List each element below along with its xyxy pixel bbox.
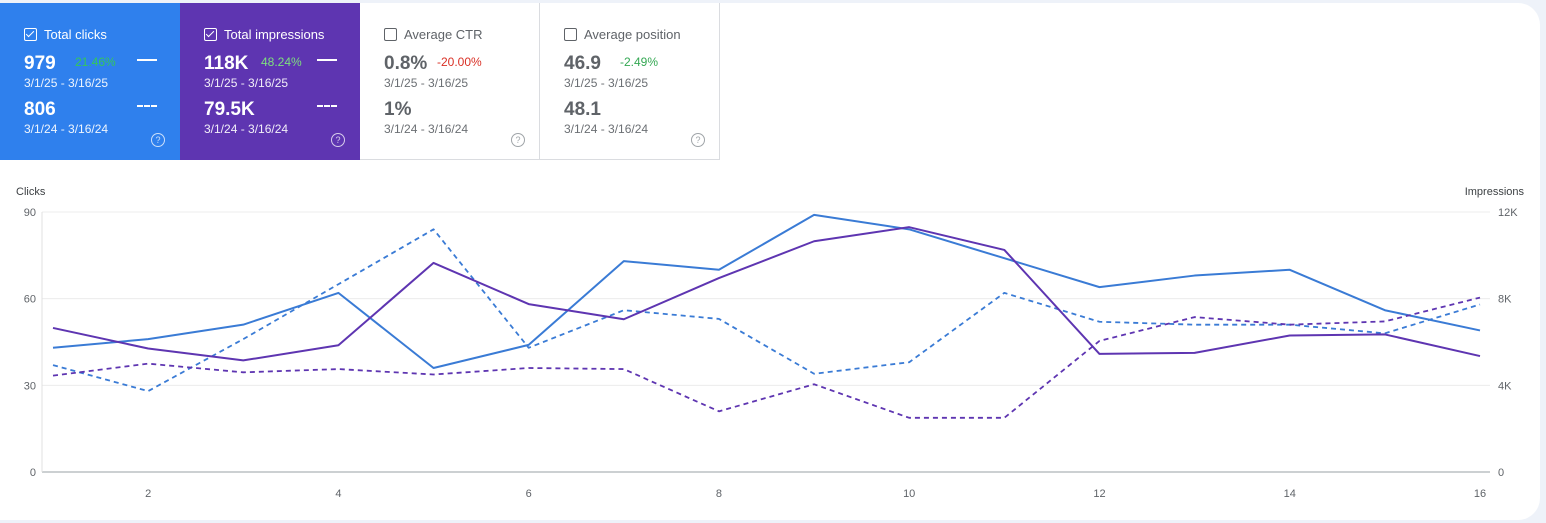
help-icon[interactable]: ? [691,133,705,147]
solid-line-legend-icon [137,59,157,61]
chart-grid [41,211,1490,473]
chart-series [52,213,1481,419]
y-left-tick-label: 90 [24,207,36,219]
x-tick-label: 10 [903,488,915,500]
card-average-ctr[interactable]: Average CTR 0.8% -20.00% 3/1/25 - 3/16/2… [360,3,540,160]
series-line-impressions-previous [52,296,1481,419]
series-line-clicks-previous [52,228,1481,393]
card-label: Total clicks [44,27,107,42]
help-icon[interactable]: ? [511,133,525,147]
metric-value: 118K [204,53,249,74]
metric-range-previous: 3/1/24 - 3/16/24 [24,122,109,136]
metric-value: 46.9 [564,53,601,74]
y-right-tick-label: 4K [1498,380,1512,392]
card-header: Average position [564,27,681,42]
metric-cards: Total clicks 979 21.46% 3/1/25 - 3/16/25… [0,3,720,160]
metric-range-current: 3/1/25 - 3/16/25 [24,76,109,90]
x-tick-label: 16 [1474,488,1486,500]
y-right-tick-label: 0 [1498,467,1504,479]
help-icon[interactable]: ? [151,133,165,147]
card-total-impressions[interactable]: Total impressions 118K 48.24% 3/1/25 - 3… [180,3,360,160]
metric-change: 21.46% [75,55,116,69]
y-axis-left-title: Clicks [16,186,46,198]
checkbox-checked-icon[interactable] [204,28,217,41]
card-label: Average CTR [404,27,483,42]
solid-line-legend-icon [317,59,337,61]
x-tick-label: 6 [526,488,532,500]
card-header: Total impressions [204,27,324,42]
metric-change: 48.24% [261,55,302,69]
y-axis-right-title: Impressions [1465,186,1525,198]
metric-value: 0.8% [384,53,428,74]
x-tick-label: 14 [1284,488,1296,500]
metric-value-previous: 806 [24,99,56,120]
y-right-tick-label: 8K [1498,294,1512,306]
checkbox-unchecked-icon[interactable] [384,28,397,41]
metric-range-current: 3/1/25 - 3/16/25 [384,76,469,90]
help-icon[interactable]: ? [331,133,345,147]
metric-value-previous: 79.5K [204,99,255,120]
metric-range-current: 3/1/25 - 3/16/25 [564,76,649,90]
card-label: Total impressions [224,27,325,42]
dashed-line-legend-icon [137,105,157,107]
series-line-clicks-current [52,213,1481,369]
checkbox-checked-icon[interactable] [24,28,37,41]
metric-value-previous: 1% [384,99,412,120]
metric-range-previous: 3/1/24 - 3/16/24 [384,122,469,136]
metric-range-previous: 3/1/24 - 3/16/24 [204,122,289,136]
metric-range-previous: 3/1/24 - 3/16/24 [564,122,649,136]
performance-panel: Total clicks 979 21.46% 3/1/25 - 3/16/25… [0,3,1540,520]
card-header: Average CTR [384,27,483,42]
x-tick-label: 8 [716,488,722,500]
series-line-impressions-current [52,226,1481,362]
checkbox-unchecked-icon[interactable] [564,28,577,41]
y-left-tick-label: 0 [30,467,36,479]
metric-change: -20.00% [437,55,482,69]
performance-chart: Clicks Impressions 0 30 60 90 0 4K 8K 12K 2 4 6 8 10… [16,186,1525,500]
y-left-tick-label: 30 [24,380,36,392]
metric-range-current: 3/1/25 - 3/16/25 [204,76,289,90]
metric-value: 979 [24,53,56,74]
metric-change: -2.49% [620,55,659,69]
x-tick-label: 4 [335,488,341,500]
y-left-tick-label: 60 [24,294,36,306]
chart-ticks: 0 30 60 90 0 4K 8K 12K 2 4 6 8 10 12 14 16 [24,207,1518,500]
card-average-position[interactable]: Average position 46.9 -2.49% 3/1/25 - 3/… [540,3,720,160]
card-header: Total clicks [24,27,107,42]
x-tick-label: 2 [145,488,151,500]
dashed-line-legend-icon [317,105,337,107]
card-total-clicks[interactable]: Total clicks 979 21.46% 3/1/25 - 3/16/25… [0,3,180,160]
y-right-tick-label: 12K [1498,207,1518,219]
card-label: Average position [584,27,681,42]
x-tick-label: 12 [1093,488,1105,500]
metric-value-previous: 48.1 [564,99,601,120]
